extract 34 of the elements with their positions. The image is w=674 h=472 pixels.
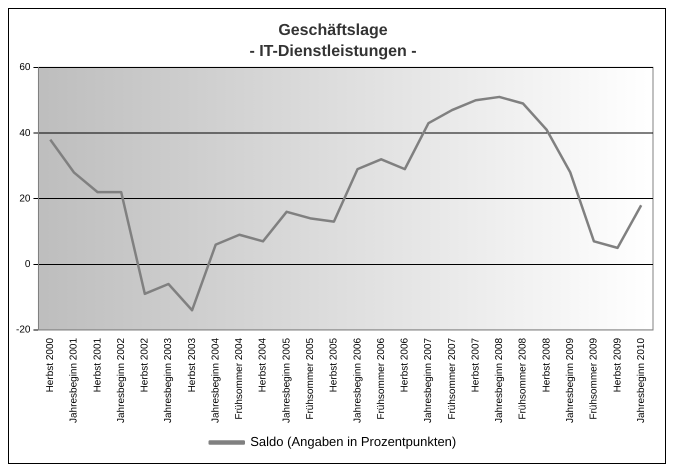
x-tick-label: Frühsommer 2006 (376, 337, 387, 420)
x-tick-label: Herbst 2005 (328, 338, 340, 392)
x-tick-label: Jahresbeginn 2007 (423, 338, 434, 424)
x-tick-label: Herbst 2001 (92, 338, 104, 392)
x-tick-label: Frühsommer 2007 (446, 337, 458, 420)
x-tick-label: Herbst 2004 (258, 338, 269, 392)
x-tick-label: Frühsommer 2004 (234, 337, 246, 420)
y-tick-label: 40 (19, 128, 31, 139)
y-tick-label: 0 (24, 259, 31, 270)
chart-subtitle: - IT-Dienstleistungen - (249, 43, 417, 60)
x-tick-label: Jahresbeginn 2005 (281, 338, 292, 424)
x-tick-label: Frühsommer 2005 (305, 337, 316, 420)
x-tick-label: Frühsommer 2009 (588, 337, 600, 420)
x-tick-label: Jahresbeginn 2010 (636, 338, 647, 424)
x-tick-label: Jahresbeginn 2008 (494, 338, 506, 424)
y-tick-label: -20 (16, 324, 31, 336)
x-tick-label: Jahresbeginn 2003 (163, 338, 174, 424)
legend-label: Saldo (Angaben in Prozentpunkten) (250, 434, 456, 450)
x-tick-label: Frühsommer 2008 (518, 337, 529, 420)
chart-title: Geschäftslage (278, 22, 388, 40)
x-tick-label: Herbst 2008 (541, 338, 552, 392)
x-tick-label: Herbst 2007 (470, 338, 482, 392)
x-tick-label: Jahresbeginn 2002 (116, 338, 127, 424)
x-tick-label: Jahresbeginn 2006 (352, 338, 364, 424)
x-tick-label: Herbst 2002 (140, 338, 151, 392)
x-tick-label: Jahresbeginn 2001 (68, 338, 80, 424)
x-tick-label: Jahresbeginn 2009 (565, 338, 576, 424)
x-tick-label: Herbst 2009 (612, 338, 624, 392)
x-tick-label: Jahresbeginn 2004 (210, 338, 222, 424)
y-tick-label: 20 (19, 193, 31, 204)
x-tick-label: Herbst 2003 (186, 338, 198, 392)
x-tick-label: Herbst 2006 (400, 338, 411, 392)
x-tick-label: Herbst 2000 (45, 338, 56, 392)
y-tick-label: 60 (19, 62, 31, 74)
